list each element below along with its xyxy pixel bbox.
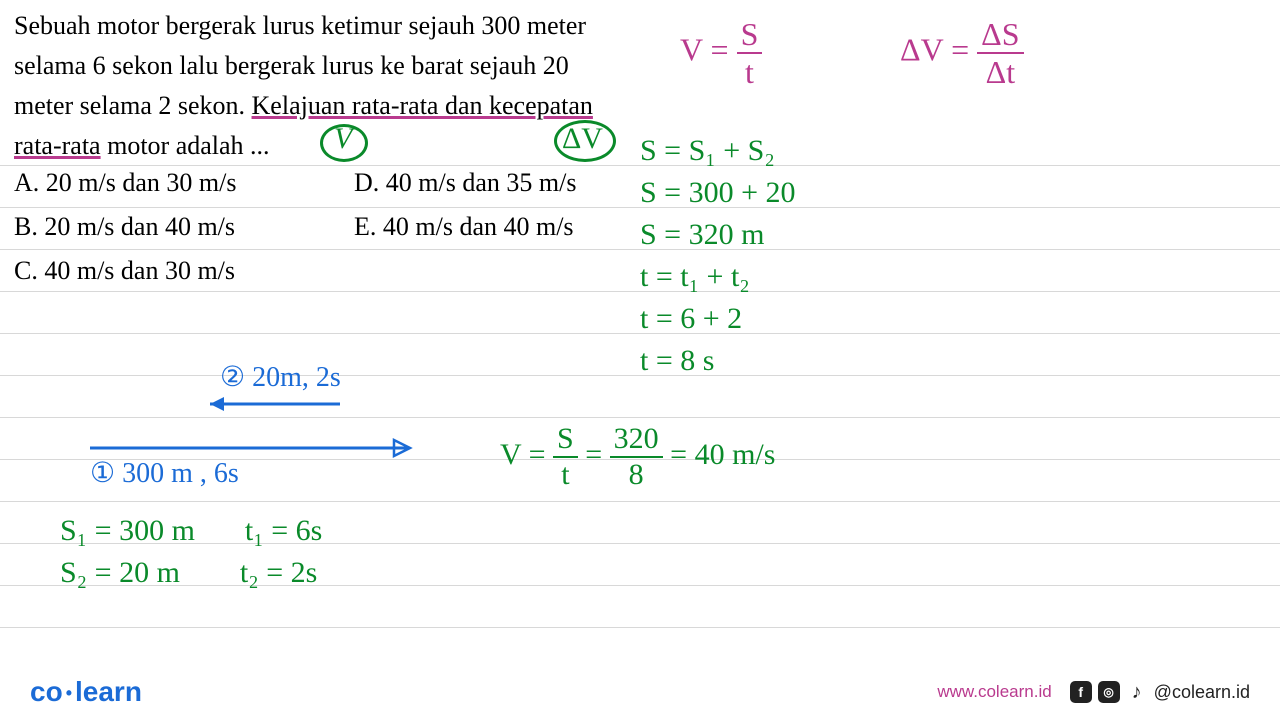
question-line-3: meter selama 2 sekon. Kelajuan rata-rata… — [14, 86, 593, 126]
colearn-logo: co•learn — [30, 676, 142, 708]
social-icons: f ◎ ♪ @colearn.id — [1070, 681, 1250, 703]
social-handle: @colearn.id — [1154, 682, 1250, 703]
options-block: A. 20 m/s dan 30 m/s D. 40 m/s dan 35 m/… — [14, 168, 614, 300]
option-a: A. 20 m/s dan 30 m/s — [14, 168, 274, 198]
diagram-label-1: ① 300 m , 6s — [90, 456, 239, 490]
formula-velocity: ΔV = ΔS Δt — [900, 18, 1024, 88]
annotation-v: V — [334, 122, 352, 156]
option-b: B. 20 m/s dan 40 m/s — [14, 212, 274, 242]
formula-speed: V = S t — [680, 18, 762, 88]
given-values: S₁ = 300 m t₁ = 6s S₂ = 20 m t₂ = 2s — [60, 510, 322, 594]
option-d: D. 40 m/s dan 35 m/s — [354, 168, 614, 198]
annotation-dv: ΔV — [562, 122, 603, 156]
option-c: C. 40 m/s dan 30 m/s — [14, 256, 274, 286]
question-line-2: selama 6 sekon lalu bergerak lurus ke ba… — [14, 46, 593, 86]
work-distance-time: S = S₁ + S₂ S = 300 + 20 S = 320 m t = t… — [640, 130, 796, 382]
footer-right: www.colearn.id f ◎ ♪ @colearn.id — [937, 681, 1250, 703]
tiktok-icon: ♪ — [1126, 681, 1148, 703]
facebook-icon: f — [1070, 681, 1092, 703]
motion-diagram: ② 20m, 2s ① 300 m , 6s — [90, 370, 430, 490]
footer-bar: co•learn www.colearn.id f ◎ ♪ @colearn.i… — [0, 664, 1280, 720]
option-e: E. 40 m/s dan 40 m/s — [354, 212, 614, 242]
footer-url: www.colearn.id — [937, 682, 1051, 702]
work-speed-calc: V = S t = 320 8 = 40 m/s — [500, 424, 775, 490]
instagram-icon: ◎ — [1098, 681, 1120, 703]
question-line-4: rata-rata motor adalah ... — [14, 126, 593, 166]
question-line-1: Sebuah motor bergerak lurus ketimur seja… — [14, 6, 593, 46]
question-text: Sebuah motor bergerak lurus ketimur seja… — [14, 6, 593, 166]
